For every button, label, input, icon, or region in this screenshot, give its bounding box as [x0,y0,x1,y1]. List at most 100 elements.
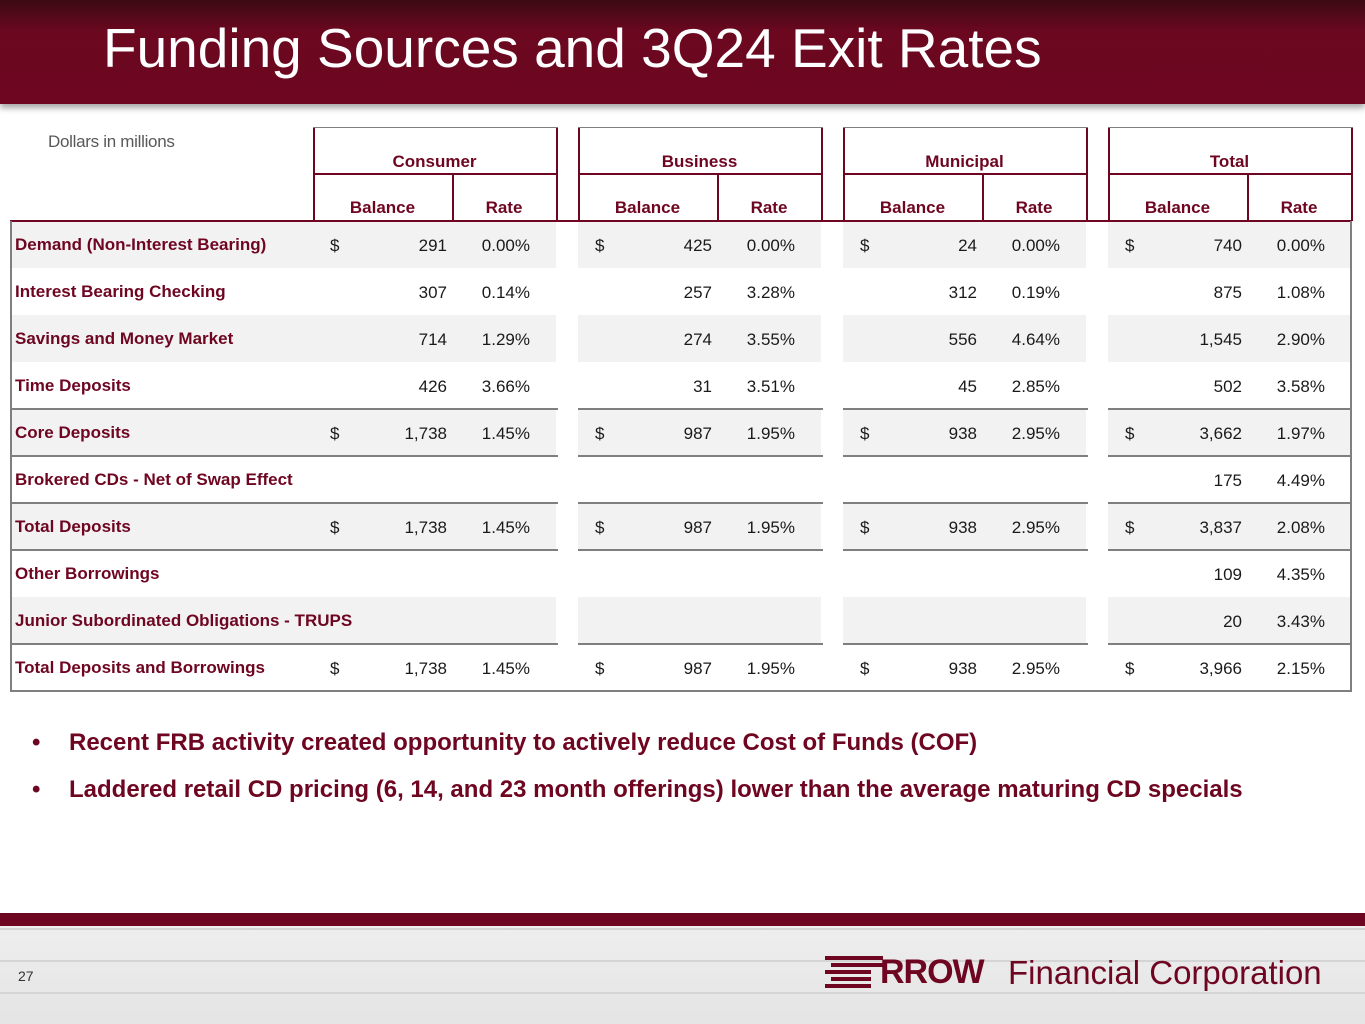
row-label: Other Borrowings [15,564,160,583]
rule-gap [558,455,578,457]
rule-gap [558,643,578,645]
balance-cell: 45 [958,377,977,396]
balance-cell: 987 [683,659,712,678]
rate-cell: 4.35% [1276,565,1325,584]
dollar-sign: $ [860,518,870,537]
rate-cell: 3.66% [481,377,530,396]
row-label: Demand (Non-Interest Bearing) [15,235,267,254]
balance-cell: 740 [1213,236,1242,255]
rate-cell: 1.95% [746,659,795,678]
group-gap [556,128,578,691]
footer-rule [0,913,1365,926]
subhead-rate: Rate [1280,198,1318,217]
row-label: Brokered CDs - Net of Swap Effect [15,470,293,489]
balance-cell: 938 [948,518,977,537]
group-gap [821,128,843,691]
rule-gap [558,408,578,410]
dollar-sign: $ [1125,236,1135,255]
rate-cell: 0.00% [1011,236,1060,255]
rate-cell: 1.95% [746,424,795,443]
rate-cell: 0.14% [481,283,530,302]
group-header-total: Total [1209,152,1250,171]
group-border [843,128,845,221]
rate-cell: 2.15% [1276,659,1325,678]
dollar-sign: $ [330,518,340,537]
subhead-divider [717,174,719,221]
balance-cell: 987 [683,424,712,443]
rate-cell: 0.00% [481,236,530,255]
group-border [1086,128,1088,221]
bullet-item: • Recent FRB activity created opportunit… [32,728,1322,757]
rate-cell: 0.19% [1011,283,1060,302]
rule-gap [823,408,843,410]
logo-company-name: Financial Corporation [1008,954,1322,991]
balance-cell: 875 [1213,283,1242,302]
rate-cell: 1.45% [481,659,530,678]
dollar-sign: $ [1125,424,1135,443]
table-bottom-rule [10,690,1352,692]
rule-gap [1088,502,1108,504]
row-label: Core Deposits [15,423,131,442]
rate-cell: 1.08% [1276,283,1325,302]
rule-gap [823,643,843,645]
group-gap [1086,128,1108,691]
title-bar: Funding Sources and 3Q24 Exit Rates [0,0,1365,104]
balance-cell: 1,738 [404,659,447,678]
row-rule [10,502,1352,504]
group-top-rule [843,127,1088,128]
rule-gap [1088,408,1108,410]
rate-cell: 2.95% [1011,659,1060,678]
row-rule [10,455,1352,457]
slide-title: Funding Sources and 3Q24 Exit Rates [103,17,1042,79]
balance-cell: 109 [1213,565,1242,584]
rule-gap [1088,549,1108,551]
balance-cell: 257 [683,283,712,302]
group-border [821,128,823,221]
balance-cell: 24 [958,236,977,255]
rate-cell: 2.85% [1011,377,1060,396]
rule-gap [823,549,843,551]
row-shade [10,315,1352,362]
dollar-sign: $ [595,659,605,678]
balance-cell: 426 [418,377,447,396]
balance-cell: 312 [948,283,977,302]
group-border [1351,128,1353,221]
subhead-rate: Rate [485,198,523,217]
rule-gap [1088,455,1108,457]
rate-cell: 3.43% [1276,612,1325,631]
dollar-sign: $ [595,424,605,443]
subhead-rate: Rate [1015,198,1053,217]
row-label: Junior Subordinated Obligations - TRUPS [15,611,353,630]
rate-cell: 0.00% [746,236,795,255]
group-header-business: Business [661,152,738,171]
logo-wordmark: RROW [880,953,985,991]
dollar-sign: $ [330,236,340,255]
balance-cell: 307 [418,283,447,302]
subhead-balance: Balance [1144,198,1211,217]
bullet-item: • Laddered retail CD pricing (6, 14, and… [32,775,1322,804]
rate-cell: 4.64% [1011,330,1060,349]
balance-cell: 425 [683,236,712,255]
group-top-rule [1108,127,1353,128]
units-note: Dollars in millions [48,132,175,151]
row-label: Interest Bearing Checking [15,282,226,301]
rule-gap [558,502,578,504]
balance-cell: 31 [693,377,712,396]
dollar-sign: $ [330,424,340,443]
arrow-logo-icon [825,956,883,988]
subhead-balance: Balance [349,198,416,217]
balance-cell: 714 [418,330,447,349]
row-label: Total Deposits [15,517,131,536]
row-shade [10,409,1352,456]
balance-cell: 938 [948,659,977,678]
row-rule [10,408,1352,410]
group-top-rule [313,127,558,128]
subhead-divider [1247,174,1249,221]
bullet-text: Recent FRB activity created opportunity … [69,729,978,756]
balance-cell: 291 [418,236,447,255]
dollar-sign: $ [595,518,605,537]
dollar-sign: $ [1125,518,1135,537]
rate-cell: 3.58% [1276,377,1325,396]
rate-cell: 3.51% [746,377,795,396]
bullet-dot: • [32,729,41,756]
